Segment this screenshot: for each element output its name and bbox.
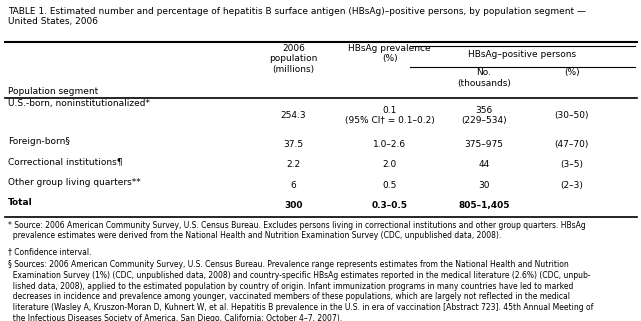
- Text: 254.3: 254.3: [281, 111, 306, 120]
- Text: 0.3–0.5: 0.3–0.5: [372, 201, 408, 210]
- Text: 1.0–2.6: 1.0–2.6: [373, 140, 406, 149]
- Text: 37.5: 37.5: [283, 140, 304, 149]
- Text: 6: 6: [291, 180, 296, 190]
- Text: (%): (%): [564, 68, 579, 77]
- Text: 2.0: 2.0: [383, 160, 397, 169]
- Text: (47–70): (47–70): [554, 140, 589, 149]
- Text: Total: Total: [8, 198, 33, 207]
- Text: Correctional institutions¶: Correctional institutions¶: [8, 157, 122, 166]
- Text: 2006
population
(millions): 2006 population (millions): [269, 44, 318, 74]
- Text: 0.5: 0.5: [383, 180, 397, 190]
- Text: † Confidence interval.: † Confidence interval.: [8, 247, 91, 256]
- Text: (3–5): (3–5): [560, 160, 583, 169]
- Text: U.S.-born, noninstitutionalized*: U.S.-born, noninstitutionalized*: [8, 99, 150, 108]
- Text: 805–1,405: 805–1,405: [458, 201, 510, 210]
- Text: Population segment: Population segment: [8, 87, 98, 96]
- Text: HBsAg prevalence
(%): HBsAg prevalence (%): [349, 44, 431, 63]
- Text: (2–3): (2–3): [560, 180, 583, 190]
- Text: 356
(229–534): 356 (229–534): [461, 106, 507, 125]
- Text: HBsAg–positive persons: HBsAg–positive persons: [469, 50, 576, 59]
- Text: (30–50): (30–50): [554, 111, 589, 120]
- Text: 2.2: 2.2: [287, 160, 301, 169]
- Text: No.
(thousands): No. (thousands): [457, 68, 511, 88]
- Text: Other group living quarters**: Other group living quarters**: [8, 178, 140, 187]
- Text: 0.1
(95% CI† = 0.1–0.2): 0.1 (95% CI† = 0.1–0.2): [345, 106, 435, 125]
- Text: 44: 44: [478, 160, 490, 169]
- Text: 300: 300: [285, 201, 303, 210]
- Text: * Source: 2006 American Community Survey, U.S. Census Bureau. Excludes persons l: * Source: 2006 American Community Survey…: [8, 221, 585, 240]
- Text: 30: 30: [478, 180, 490, 190]
- Text: 375–975: 375–975: [465, 140, 503, 149]
- Text: § Sources: 2006 American Community Survey, U.S. Census Bureau. Prevalence range : § Sources: 2006 American Community Surve…: [8, 260, 593, 321]
- Text: TABLE 1. Estimated number and percentage of hepatitis B surface antigen (HBsAg)–: TABLE 1. Estimated number and percentage…: [8, 7, 586, 26]
- Text: Foreign-born§: Foreign-born§: [8, 137, 70, 146]
